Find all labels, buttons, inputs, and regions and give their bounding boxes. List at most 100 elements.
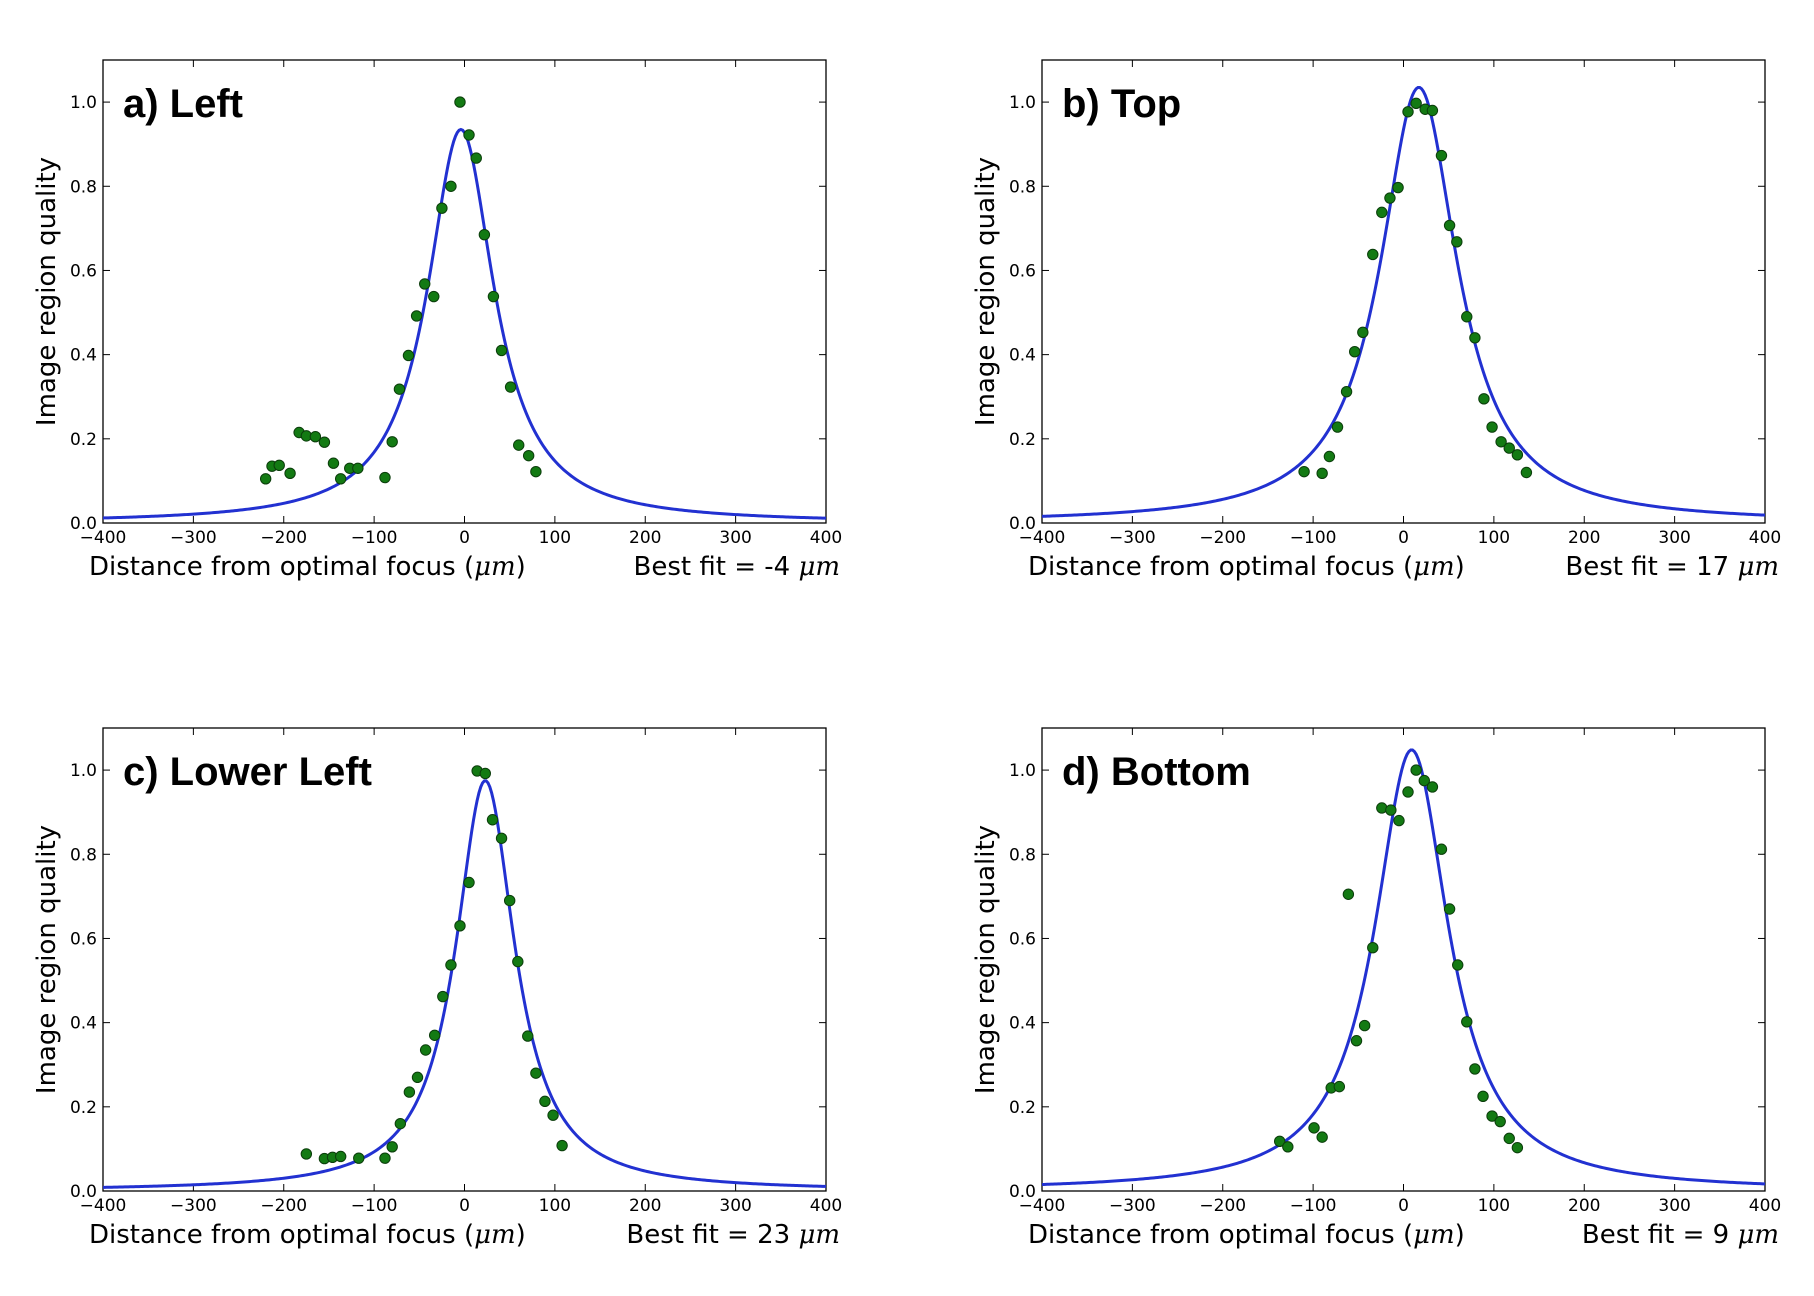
x-axis-label: Distance from optimal focus (μm) [1028,552,1465,582]
data-point [547,1109,559,1121]
data-point [1333,1080,1346,1093]
y-tick-label: 0.0 [70,1182,97,1202]
best-fit-text: Best fit = -4 [634,552,791,582]
plot-frame [1041,727,1766,1192]
data-point [1298,465,1310,478]
data-point [437,990,449,1003]
best-fit-space [790,1220,798,1250]
data-point [379,471,391,484]
fit-curve [1042,748,1765,1186]
data-point [1340,385,1353,398]
x-axis-label-text: Distance from optimal focus [1028,552,1395,582]
panel-top: −400 −300 −200 −100 0 100 200 300 400 0.0 0.2 0.4 0.… [971,59,1781,582]
data-point [393,383,406,395]
y-tick-label: 1.0 [1009,761,1036,781]
data-point [1486,421,1498,433]
data-point [1452,959,1464,971]
data-point [1443,903,1456,915]
best-fit-annotation: Best fit = -4 μm [634,552,840,582]
x-axis-label-close-paren: ) [516,552,526,582]
x-axis-unit: μm [1413,1220,1455,1250]
x-axis-label-text: Distance from optimal focus [89,1220,456,1250]
x-tick-label: 300 [719,1196,751,1216]
data-point [410,310,423,322]
data-point [1392,181,1404,194]
data-point [454,920,466,932]
data-point [300,1148,313,1160]
data-point [419,278,431,290]
y-axis-label: Image region quality [32,157,62,426]
x-tick-label: 100 [1478,1196,1510,1216]
best-fit-annotation: Best fit = 9 μm [1582,1220,1779,1250]
panel-title: c) Lower Left [123,750,372,794]
data-point [1486,1110,1498,1122]
x-tick-label: 100 [1478,528,1510,548]
x-axis-unit: μm [474,1220,516,1250]
y-tick-label: 0.2 [1009,430,1036,450]
panel-title: a) Left [123,82,243,126]
data-point [1426,781,1439,793]
x-tick-label: 100 [539,1196,571,1216]
x-tick-label: 0 [459,528,470,548]
plot-frame [102,59,827,524]
data-point [419,1044,432,1056]
y-tick-label: 0.6 [70,929,97,949]
data-point [1323,450,1336,463]
data-point [487,290,500,303]
x-tick-label: −300 [1109,528,1156,548]
y-tick-label: 0.2 [1009,1098,1036,1118]
data-point [1308,1122,1320,1134]
x-tick-label: −400 [80,1196,127,1216]
x-tick-label: −200 [1199,528,1246,548]
y-tick-label: 0.0 [1009,514,1036,534]
data-point [379,1152,391,1164]
data-point [1461,1016,1473,1028]
data-point [1316,467,1328,480]
data-point [1469,332,1481,344]
y-axis-label: Image region quality [971,825,1001,1094]
x-tick-label: 200 [1568,1196,1600,1216]
panel-title: b) Top [1062,82,1181,126]
data-point [1410,97,1422,110]
data-point [1511,1141,1524,1154]
data-point [1477,1090,1489,1102]
data-point [1443,219,1456,232]
y-axis-label: Image region quality [971,157,1001,426]
plot-frame [102,727,827,1192]
best-fit-annotation: Best fit = 23 μm [626,1220,840,1250]
panel-left: −400 −300 −200 −100 0 100 200 300 400 0.0 0.2 0.4 0.… [32,59,842,582]
y-tick-label: 0.2 [70,1098,97,1118]
data-point [530,1067,542,1079]
x-axis-label-close-paren: ) [516,1220,526,1250]
y-tick-label: 0.8 [1009,845,1036,865]
x-tick-label: 300 [1658,1196,1690,1216]
x-tick-label: −100 [351,1196,398,1216]
best-fit-text: Best fit = 23 [626,1220,790,1250]
y-tick-label: 1.0 [1009,93,1036,113]
data-point [334,473,347,485]
data-point [478,228,491,241]
x-tick-label: 300 [719,528,751,548]
x-tick-label: 300 [1658,528,1690,548]
y-tick-label: 0.2 [70,430,97,450]
x-tick-label: 200 [629,1196,661,1216]
best-fit-annotation: Best fit = 17 μm [1565,552,1779,582]
data-point [1418,774,1430,787]
data-point [1402,786,1414,798]
x-tick-label: 400 [1749,1196,1781,1216]
x-tick-label: −100 [351,528,398,548]
y-tick-label: 1.0 [70,93,97,113]
data-point [504,381,517,393]
x-axis-label-text: Distance from optimal focus [89,552,456,582]
data-point [1410,764,1422,776]
panel-bottom: −400 −300 −200 −100 0 100 200 300 400 0.0 0.2 0.4 0.… [971,727,1781,1250]
data-point [436,202,448,214]
x-axis-label-text: Distance from optimal focus [1028,1220,1395,1250]
x-tick-label: 400 [1749,528,1781,548]
x-axis-label-close-paren: ) [1455,1220,1465,1250]
data-point [352,462,364,474]
y-tick-label: 0.4 [1009,346,1036,366]
data-point [1342,888,1355,900]
x-tick-label: 200 [629,528,661,548]
data-point [503,894,516,907]
